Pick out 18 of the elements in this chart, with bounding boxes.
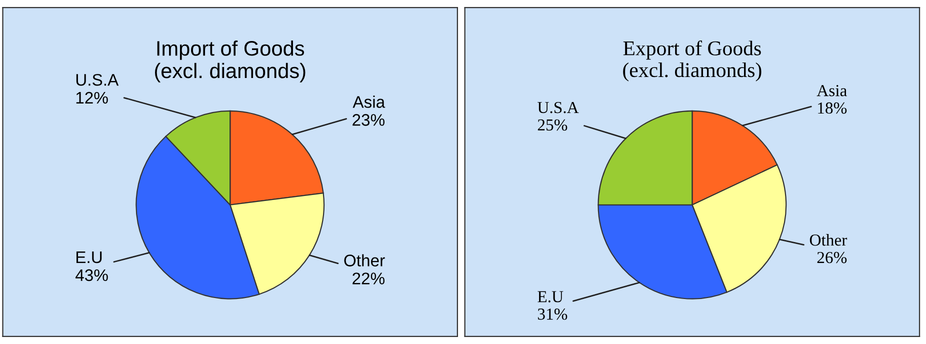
data-label: 22% bbox=[352, 272, 385, 284]
chart-title: Import of Goods (excl. diamonds) bbox=[154, 40, 306, 82]
data-label: 18% bbox=[818, 102, 847, 114]
slice-label: U.S.A bbox=[538, 102, 579, 114]
slice-label: E.U bbox=[538, 291, 564, 302]
data-label: 25% bbox=[538, 119, 568, 131]
slice-label: Asia bbox=[352, 96, 386, 108]
data-label: 26% bbox=[817, 252, 847, 264]
data-label: 12% bbox=[76, 92, 108, 104]
slice-label: Other bbox=[344, 254, 385, 266]
data-label: 23% bbox=[352, 114, 385, 126]
slice-label: Other bbox=[810, 234, 848, 246]
chart-title: Export of Goods (excl. diamonds) bbox=[623, 40, 762, 82]
slice-label: U.S.A bbox=[76, 74, 119, 86]
slice-label: E.U bbox=[76, 252, 102, 264]
slice-label: Asia bbox=[816, 85, 847, 96]
data-label: 31% bbox=[538, 308, 568, 320]
data-label: 43% bbox=[75, 269, 108, 282]
